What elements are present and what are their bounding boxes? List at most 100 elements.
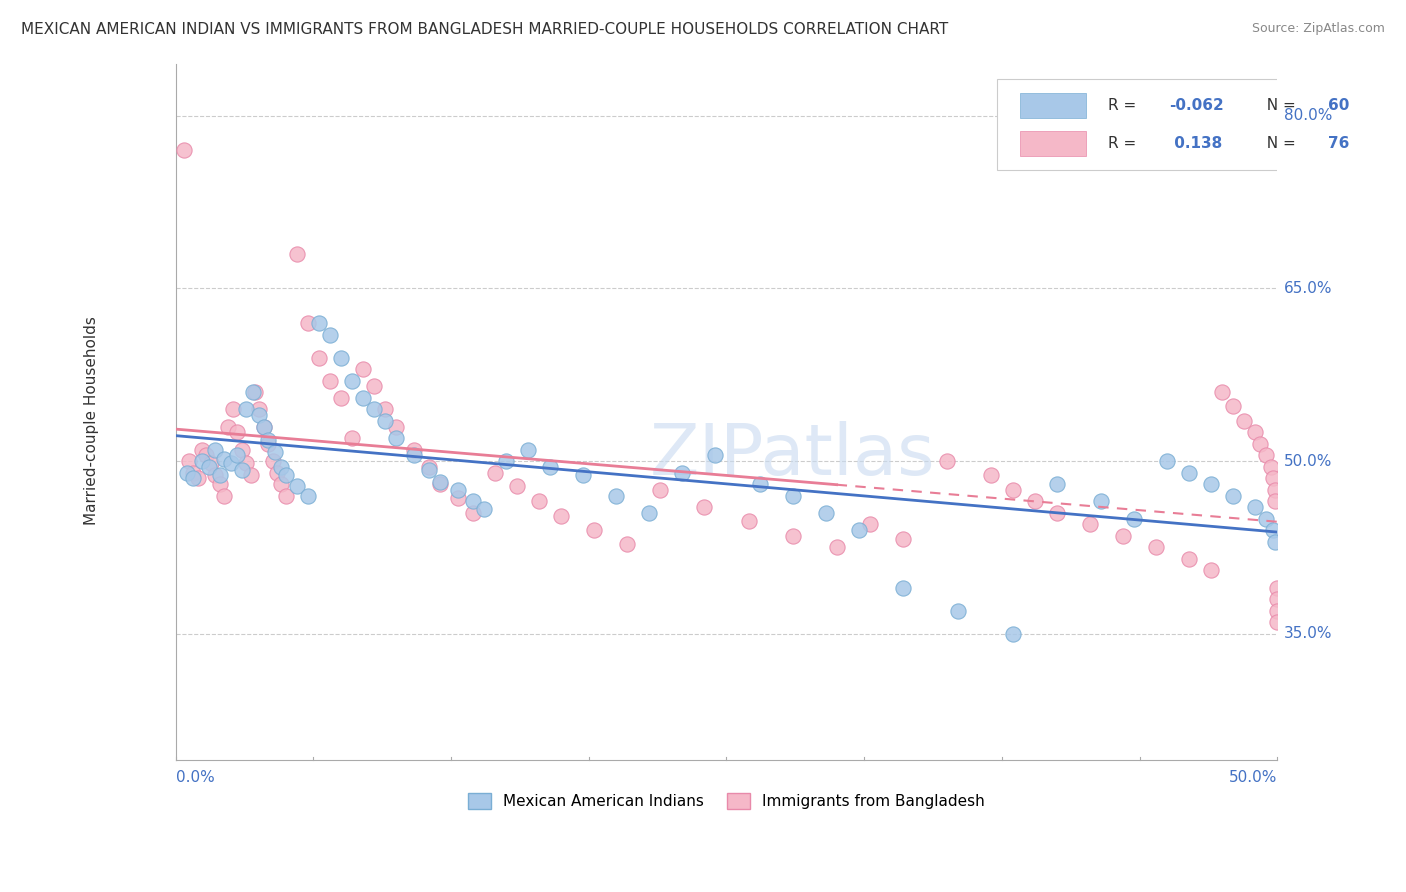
Text: 50.0%: 50.0% (1284, 454, 1333, 468)
Point (671, 466, 693, 480)
Point (1244, 425, 1267, 440)
Point (1144, 541, 1167, 555)
Point (1199, 564, 1222, 578)
Point (693, 500, 716, 515)
Point (1256, 449, 1278, 463)
Point (200, 457, 222, 471)
Point (197, 459, 219, 474)
Text: 0.0%: 0.0% (176, 770, 214, 785)
Point (1244, 500, 1267, 515)
Text: Married-couple Households: Married-couple Households (84, 317, 100, 525)
Text: 50.0%: 50.0% (1229, 770, 1277, 785)
Point (329, 351, 352, 365)
Text: 60: 60 (1329, 98, 1350, 113)
Point (461, 494, 484, 508)
Point (1260, 459, 1282, 474)
Point (247, 408, 270, 422)
Point (429, 477, 451, 491)
Text: ZIPatlas: ZIPatlas (650, 421, 935, 490)
Point (1046, 477, 1069, 491)
Text: N =: N = (1257, 136, 1301, 151)
Point (1256, 511, 1278, 525)
Point (402, 442, 425, 457)
Point (212, 489, 235, 503)
Point (402, 449, 425, 463)
Point (319, 327, 342, 342)
Point (374, 402, 396, 417)
Text: 0.138: 0.138 (1170, 136, 1223, 151)
Point (1264, 494, 1286, 508)
Text: 65.0%: 65.0% (1284, 281, 1333, 296)
Point (243, 385, 266, 400)
Point (1264, 534, 1286, 549)
Text: Source: ZipAtlas.com: Source: ZipAtlas.com (1251, 22, 1385, 36)
Point (1178, 552, 1201, 566)
Point (181, 466, 204, 480)
Point (605, 489, 627, 503)
Point (231, 463, 253, 477)
Point (218, 419, 240, 434)
Text: 80.0%: 80.0% (1284, 108, 1333, 123)
Point (253, 419, 276, 434)
Point (572, 467, 595, 482)
Point (550, 509, 572, 524)
Point (583, 523, 606, 537)
Point (239, 467, 262, 482)
Point (270, 477, 292, 491)
Point (204, 442, 226, 457)
Point (1178, 466, 1201, 480)
Point (1265, 592, 1288, 607)
Point (274, 489, 297, 503)
Point (517, 442, 540, 457)
Point (737, 514, 759, 528)
Point (461, 506, 484, 520)
Point (219, 457, 242, 471)
Point (782, 489, 804, 503)
Point (1261, 471, 1284, 485)
Point (181, 471, 204, 485)
Point (176, 466, 198, 480)
Text: 35.0%: 35.0% (1284, 626, 1333, 641)
Point (247, 402, 270, 417)
Point (285, 479, 308, 493)
Point (848, 523, 870, 537)
Point (352, 391, 374, 405)
Point (262, 454, 284, 468)
Text: -0.062: -0.062 (1170, 98, 1225, 113)
Point (297, 489, 319, 503)
Point (308, 316, 330, 330)
Point (1265, 615, 1288, 630)
Point (195, 449, 218, 463)
Point (495, 454, 517, 468)
Point (472, 502, 495, 516)
Point (274, 467, 297, 482)
Point (1222, 489, 1244, 503)
Point (1046, 506, 1069, 520)
Point (946, 604, 969, 618)
Point (270, 459, 292, 474)
Text: N =: N = (1257, 98, 1301, 113)
Point (222, 402, 245, 417)
Point (1001, 483, 1024, 497)
Point (616, 537, 638, 551)
Point (308, 351, 330, 365)
Point (1001, 627, 1024, 641)
Point (418, 463, 440, 477)
Point (266, 466, 288, 480)
Point (385, 431, 408, 445)
Point (297, 316, 319, 330)
FancyBboxPatch shape (1019, 93, 1085, 118)
FancyBboxPatch shape (997, 79, 1406, 170)
Point (1078, 517, 1101, 532)
Point (1090, 494, 1112, 508)
Point (814, 506, 837, 520)
Point (208, 477, 231, 491)
Point (891, 581, 914, 595)
Point (363, 402, 385, 417)
Point (1211, 385, 1233, 400)
Point (1233, 414, 1256, 428)
Point (363, 379, 385, 393)
Point (177, 454, 200, 468)
Point (352, 362, 374, 376)
Text: R =: R = (1108, 98, 1140, 113)
